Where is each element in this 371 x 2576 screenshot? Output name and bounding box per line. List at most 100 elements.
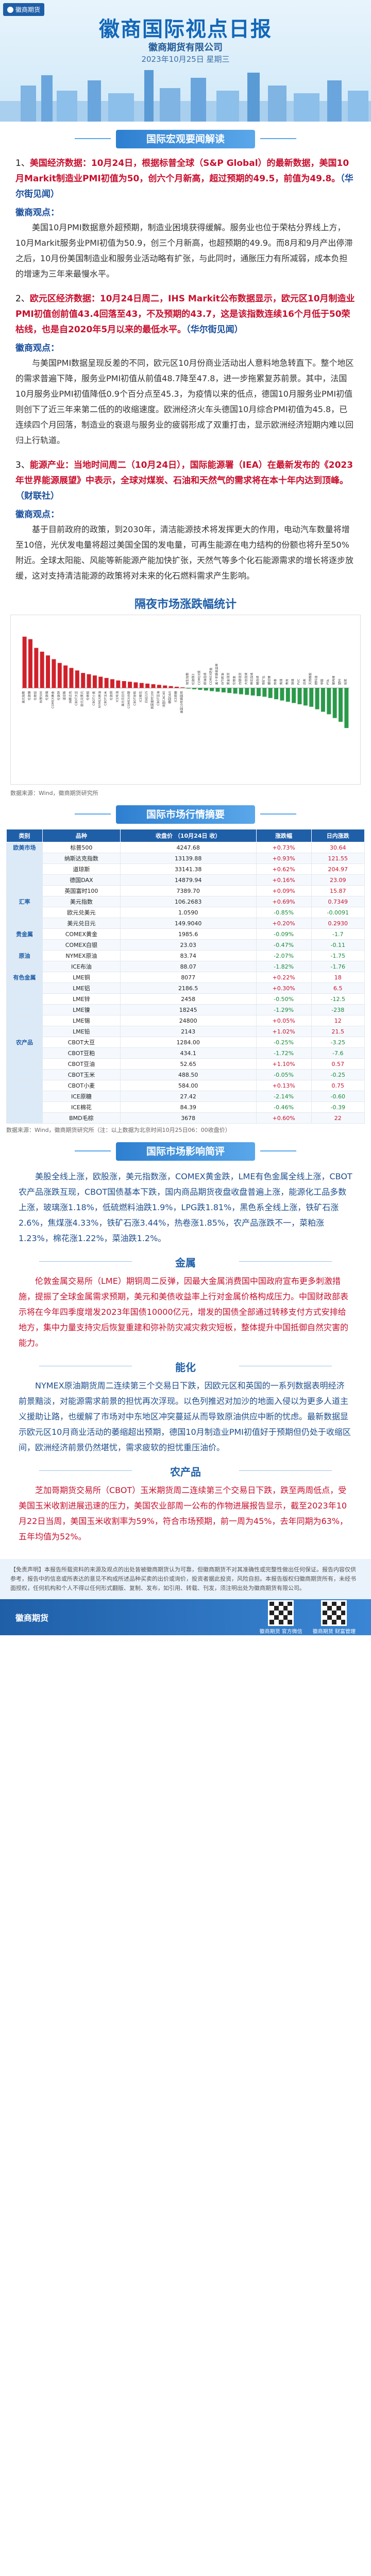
chart-bar	[157, 685, 161, 688]
chart-bar	[192, 688, 197, 689]
chart-bar	[250, 688, 255, 696]
chart-bar	[198, 688, 203, 690]
section-banner-market: 国际市场行情摘要	[75, 805, 296, 824]
chart-bar	[327, 688, 331, 715]
row-name: 英国富时100	[42, 885, 121, 896]
row-name: 德国DAX	[42, 874, 121, 886]
row-day: 204.97	[311, 863, 365, 875]
chart-bar	[87, 674, 91, 688]
qr-label: 徽商期货 官方微信	[259, 1629, 302, 1635]
row-change: -2.14%	[256, 1091, 312, 1102]
chart-category-label: CBOT大豆	[74, 691, 78, 705]
table-row: CBOT玉米 488.50 -0.05% -0.25	[6, 1069, 365, 1080]
chart-category-label: 棉花连续	[250, 673, 254, 685]
chart-bar	[163, 685, 167, 688]
qr-wechat[interactable]: 徽商期货 官方微信	[260, 1600, 302, 1635]
chart-bar	[128, 682, 132, 688]
row-category	[6, 918, 43, 929]
company-name: 徽商期货有限公司	[148, 42, 223, 53]
chart-bar	[104, 677, 109, 688]
overnight-chart-section: 隔夜市场涨跌幅统计 美元指数 伦敦镍 伦敦铅 标普500 伦敦锡 COMEX黄金 伦敦锌 道琼…	[10, 595, 361, 797]
row-price: 27.42	[120, 1091, 257, 1102]
table-row: 有色金属 LME铜 8077 +0.22% 18	[6, 972, 365, 983]
chart-bar	[133, 682, 138, 688]
news-list: 1、美国经济数据：10月24日，根据标普全球（S&P Global）的最新数据，…	[0, 154, 371, 591]
chart-category-label: 燃料油	[314, 675, 318, 685]
row-category: 贵金属	[6, 928, 43, 940]
row-name: CBOT豆油	[42, 1058, 121, 1070]
chart-category-label: 日经225	[144, 691, 148, 703]
chart-bar	[303, 688, 308, 706]
chart-bar	[215, 688, 220, 692]
table-header-cell: 收盘价 （10月24日 收）	[120, 829, 257, 842]
news-lead: 能源产业：	[29, 460, 74, 470]
table-row: CBOT小麦 584.00 +0.13% 0.75	[6, 1080, 365, 1091]
row-name: LME锌	[42, 993, 121, 1005]
row-category	[6, 961, 43, 972]
table-row: 道琼斯 33141.38 +0.62% 204.97	[6, 863, 365, 875]
chart-category-label: 道琼斯	[62, 691, 66, 700]
row-price: 1985.6	[120, 928, 257, 940]
row-day: -0.0091	[311, 907, 365, 918]
news-source: （华尔街见闻）	[186, 325, 243, 335]
row-day: 22	[311, 1112, 365, 1124]
row-day: 0.57	[311, 1058, 365, 1070]
row-price: 2186.5	[120, 982, 257, 994]
chart-category-label: 美十年期收益率	[214, 664, 218, 685]
row-change: +0.62%	[256, 863, 312, 875]
news-number: 1、	[15, 158, 30, 168]
chart-bar	[180, 687, 185, 688]
row-category	[6, 1101, 43, 1113]
news-number: 3、	[15, 460, 30, 470]
row-category	[6, 1047, 43, 1059]
table-row: COMEX白银 23.03 -0.47% -0.11	[6, 939, 365, 951]
row-category	[6, 853, 43, 864]
table-row: 纳斯达克指数 13139.88 +0.93% 121.55	[6, 853, 365, 864]
row-day: 15.87	[311, 885, 365, 896]
chart-bar	[168, 686, 173, 688]
chart-bar	[204, 688, 208, 691]
news-headline-text: 10月24日，根据标普全球（S&P Global）的最新数据，美国10月Mark…	[15, 158, 349, 184]
chart-bar	[81, 673, 86, 688]
chart-category-label: 伦敦锌	[57, 691, 61, 700]
row-category	[6, 993, 43, 1005]
chart-category-label: 大豆连续	[244, 673, 248, 685]
row-name: CBOT小麦	[42, 1080, 121, 1091]
chart-category-label: 美元指数	[22, 691, 26, 703]
subhead-metals: 金属	[19, 1255, 352, 1269]
logo-text: 徽商期货	[15, 6, 41, 13]
table-row: ICE原糖 27.42 -2.14% -0.60	[6, 1091, 365, 1102]
row-name: LME镍	[42, 1004, 121, 1015]
row-change: -0.85%	[256, 907, 312, 918]
news-item: 2、欧元区经济数据：10月24日周二，IHS Markit公布数据显示，欧元区1…	[0, 289, 371, 455]
row-change: +0.05%	[256, 1015, 312, 1026]
row-day: -7.6	[311, 1047, 365, 1059]
row-price: 83.74	[120, 950, 257, 961]
table-row: 农产品 CBOT大豆 1284.00 -0.25% -3.25	[6, 1037, 365, 1048]
row-name: LME铜	[42, 972, 121, 983]
energy-text: NYMEX原油期货周二连续第三个交易日下跌，因欧元区和英国的一系列数据表明经济前…	[19, 1381, 351, 1452]
row-price: 4247.68	[120, 842, 257, 853]
row-category	[6, 939, 43, 951]
row-name: ICE棉花	[42, 1101, 121, 1113]
row-change: -0.50%	[256, 993, 312, 1005]
chart-bar	[285, 688, 290, 702]
row-price: 84.39	[120, 1101, 257, 1113]
row-change: +0.69%	[256, 896, 312, 907]
chart-category-label: 糖连续	[256, 675, 260, 685]
chart-bar	[315, 688, 319, 709]
row-category: 汇率	[6, 896, 43, 907]
news-item: 1、美国经济数据：10月24日，根据标普全球（S&P Global）的最新数据，…	[0, 154, 371, 289]
row-change: -0.05%	[256, 1069, 312, 1080]
row-price: 2458	[120, 993, 257, 1005]
table-body: 欧美市场 标普500 4247.68 +0.73% 30.64 纳斯达克指数 13139.8…	[6, 842, 365, 1124]
skyline-illustration	[0, 70, 371, 122]
row-change: +1.10%	[256, 1058, 312, 1070]
qr-wealth[interactable]: 徽商期货 财富管理	[313, 1600, 356, 1635]
chart-bar	[28, 639, 32, 688]
row-change: -1.82%	[256, 961, 312, 972]
section-banner-impact: 国际市场影响简评	[75, 1142, 296, 1161]
row-change: -1.72%	[256, 1047, 312, 1059]
row-change: +1.02%	[256, 1026, 312, 1037]
chart-bar	[75, 670, 79, 688]
